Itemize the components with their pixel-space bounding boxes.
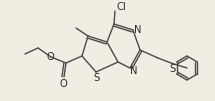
Text: N: N <box>134 25 142 35</box>
Text: O: O <box>59 79 67 89</box>
Text: Cl: Cl <box>116 2 126 12</box>
Text: O: O <box>46 52 54 62</box>
Text: N: N <box>130 66 138 76</box>
Text: S: S <box>169 64 175 74</box>
Text: S: S <box>94 73 100 83</box>
